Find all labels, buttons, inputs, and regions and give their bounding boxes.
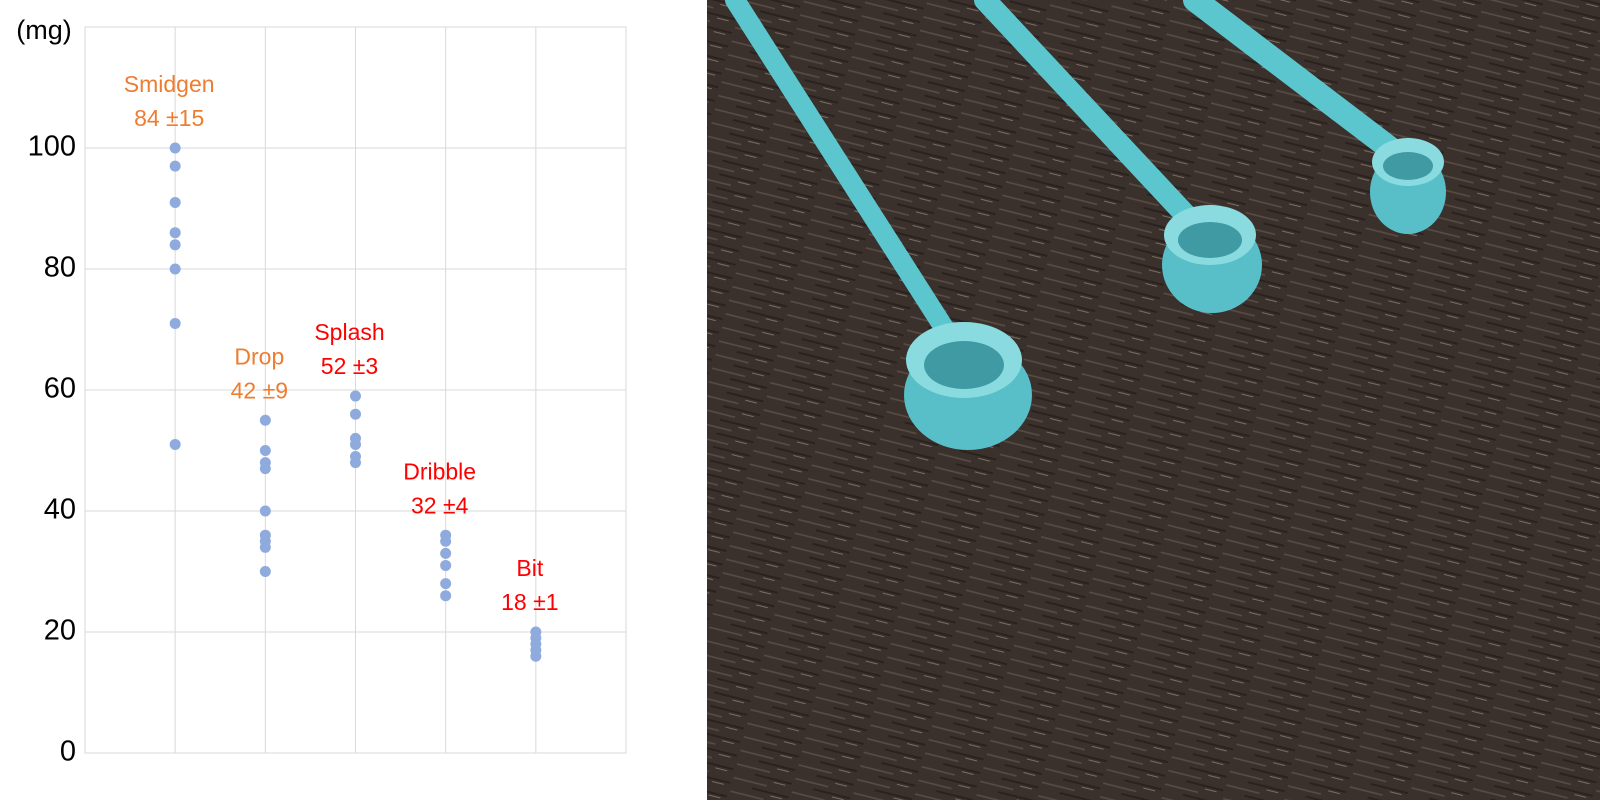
data-point	[259, 541, 271, 553]
data-point	[169, 438, 181, 450]
data-point	[169, 160, 181, 172]
group-name: Splash	[314, 319, 384, 345]
data-point	[259, 566, 271, 577]
data-point	[440, 590, 452, 602]
group-name: Smidgen	[124, 71, 215, 97]
group-name: Drop	[234, 343, 284, 369]
spoon	[725, 0, 1032, 450]
photo	[707, 0, 1600, 800]
data-point	[350, 457, 361, 469]
y-tick-label: 40	[44, 494, 76, 526]
data-point	[259, 463, 271, 475]
group-summary: 84 ±15	[134, 105, 204, 131]
group-name: Dribble	[403, 458, 476, 484]
data-point	[350, 390, 361, 402]
y-tick-label: 80	[44, 252, 76, 284]
group-summary: 42 ±9	[231, 377, 288, 403]
data-point	[169, 239, 181, 251]
data-point	[440, 559, 452, 571]
data-point	[440, 547, 452, 559]
data-point	[440, 578, 452, 590]
data-point	[530, 650, 542, 662]
y-tick-label: 60	[44, 373, 76, 405]
data-point	[169, 263, 181, 275]
spoon	[1183, 0, 1446, 234]
spoon	[974, 0, 1262, 313]
data-point	[350, 438, 361, 450]
y-tick-label: 100	[28, 131, 76, 163]
data-point	[169, 196, 181, 208]
group-name: Bit	[516, 555, 543, 581]
y-tick-label: 20	[44, 615, 76, 647]
group-summary: 32 ±4	[411, 492, 469, 518]
wood-table	[707, 0, 1600, 800]
y-tick-label: 0	[60, 736, 76, 768]
data-point	[169, 227, 181, 239]
data-point	[259, 445, 271, 456]
data-point	[350, 408, 361, 420]
y-axis-label: (mg)	[16, 15, 72, 45]
data-point	[440, 535, 452, 547]
data-point	[259, 414, 271, 426]
data-point	[169, 317, 181, 329]
group-summary: 18 ±1	[501, 589, 558, 615]
data-point	[169, 142, 181, 154]
data-point	[259, 505, 271, 517]
group-summary: 52 ±3	[321, 353, 378, 379]
